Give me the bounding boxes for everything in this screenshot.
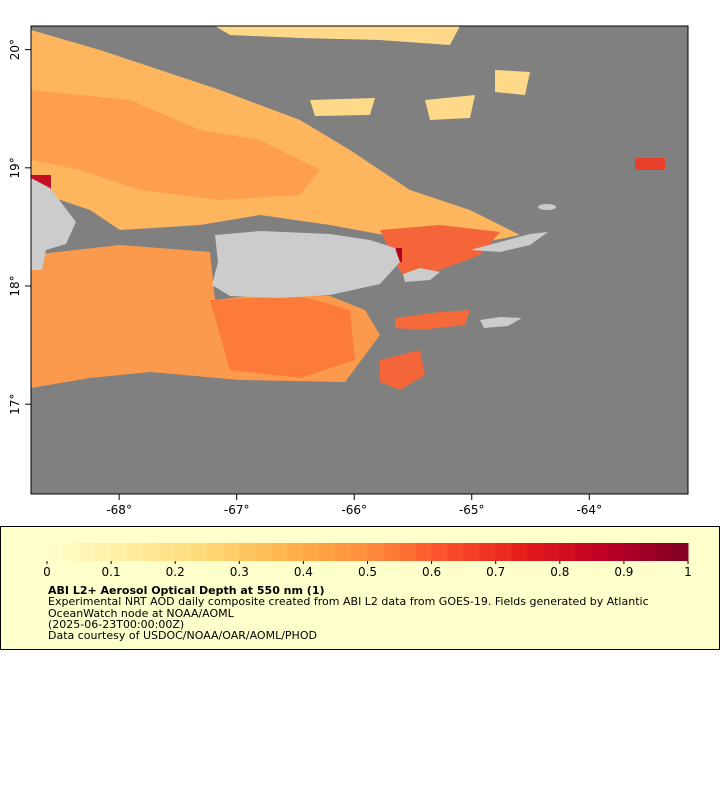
colorbar-swatch bbox=[623, 543, 641, 561]
aerosol-patch bbox=[396, 248, 402, 262]
colorbar-swatch bbox=[655, 543, 673, 561]
st-croix bbox=[480, 317, 522, 328]
colorbar-swatch bbox=[383, 543, 401, 561]
axes: -68° -67° -66° -65° -64° 20° 19° 18° 17° bbox=[8, 39, 602, 517]
colorbar-swatch bbox=[495, 543, 513, 561]
aerosol-patch bbox=[210, 296, 355, 378]
colorbar-tick-label: 0.5 bbox=[358, 565, 377, 579]
colorbar-tick-label: 1 bbox=[684, 565, 692, 579]
colorbar-tick-label: 0.7 bbox=[486, 565, 505, 579]
colorbar-tick-label: 0.9 bbox=[614, 565, 633, 579]
colorbar-swatch bbox=[287, 543, 304, 561]
colorbar-swatch bbox=[207, 543, 224, 561]
colorbar: 0 0.1 0.2 0.3 0.4 0.5 0.6 0.7 0.8 0.9 1 bbox=[43, 543, 692, 579]
colorbar-swatch bbox=[575, 543, 593, 561]
colorbar-swatch bbox=[559, 543, 577, 561]
colorbar-swatch bbox=[127, 543, 144, 561]
island bbox=[403, 268, 440, 282]
aerosol-patch bbox=[380, 350, 425, 390]
colorbar-swatch bbox=[319, 543, 336, 561]
colorbar-swatch bbox=[415, 543, 433, 561]
colorbar-swatch bbox=[47, 543, 64, 561]
aerosol-patch bbox=[495, 70, 530, 95]
colorbar-swatch bbox=[239, 543, 256, 561]
colorbar-swatch bbox=[223, 543, 240, 561]
colorbar-swatch bbox=[79, 543, 96, 561]
colorbar-tick-label: 0.8 bbox=[550, 565, 569, 579]
aerosol-patch bbox=[380, 225, 500, 278]
colorbar-swatch bbox=[527, 543, 545, 561]
aerosol-patch bbox=[635, 158, 665, 170]
aerosol-patch bbox=[425, 95, 475, 120]
puerto-rico bbox=[212, 231, 400, 298]
colorbar-swatch bbox=[159, 543, 176, 561]
y-tick-label: 19° bbox=[8, 157, 22, 178]
x-tick-label: -65° bbox=[459, 503, 485, 517]
land bbox=[31, 178, 556, 328]
colorbar-swatch bbox=[63, 543, 80, 561]
colorbar-swatch bbox=[511, 543, 529, 561]
colorbar-swatch bbox=[671, 543, 689, 561]
colorbar-swatch bbox=[543, 543, 561, 561]
colorbar-swatch bbox=[255, 543, 272, 561]
x-tick-label: -68° bbox=[106, 503, 132, 517]
colorbar-tick-label: 0.2 bbox=[166, 565, 185, 579]
aerosol-patch bbox=[310, 98, 375, 116]
colorbar-swatch bbox=[399, 543, 417, 561]
colorbar-swatch bbox=[591, 543, 609, 561]
map-frame bbox=[30, 25, 689, 495]
colorbar-swatch bbox=[479, 543, 497, 561]
colorbar-swatch bbox=[95, 543, 112, 561]
legend-line: (2025-06-23T00:00:00Z) bbox=[48, 618, 184, 631]
x-tick-label: -66° bbox=[341, 503, 367, 517]
aerosol-patch bbox=[31, 90, 320, 200]
colorbar-tick-label: 0.6 bbox=[422, 565, 441, 579]
aerosol-patch bbox=[215, 26, 460, 45]
y-tick-label: 17° bbox=[8, 394, 22, 415]
colorbar-tick-label: 0.1 bbox=[102, 565, 121, 579]
colorbar-swatch bbox=[367, 543, 385, 561]
colorbar-swatch bbox=[447, 543, 465, 561]
colorbar-tick-label: 0.4 bbox=[294, 565, 313, 579]
y-tick-label: 20° bbox=[8, 39, 22, 60]
y-tick-label: 18° bbox=[8, 275, 22, 296]
colorbar-swatch bbox=[431, 543, 449, 561]
colorbar-swatch bbox=[111, 543, 128, 561]
virgin-islands bbox=[470, 232, 548, 252]
colorbar-swatch bbox=[175, 543, 192, 561]
colorbar-swatch bbox=[191, 543, 208, 561]
legend: 0 0.1 0.2 0.3 0.4 0.5 0.6 0.7 0.8 0.9 1 ABI L2+ Ae… bbox=[0, 526, 720, 650]
colorbar-swatch bbox=[335, 543, 352, 561]
colorbar-tick-label: 0.3 bbox=[230, 565, 249, 579]
colorbar-swatch bbox=[607, 543, 625, 561]
x-tick-label: -67° bbox=[224, 503, 250, 517]
legend-line: OceanWatch node at NOAA/AOML bbox=[48, 607, 235, 620]
colorbar-swatch bbox=[303, 543, 320, 561]
legend-line: Data courtesy of USDOC/NOAA/OAR/AOML/PHO… bbox=[48, 629, 317, 642]
colorbar-swatch bbox=[351, 543, 368, 561]
legend-title: ABI L2+ Aerosol Optical Depth at 550 nm … bbox=[48, 584, 325, 597]
map: -68° -67° -66° -65° -64° 20° 19° 18° 17° bbox=[8, 25, 689, 517]
x-tick-label: -64° bbox=[576, 503, 602, 517]
colorbar-swatch bbox=[143, 543, 160, 561]
colorbar-swatch bbox=[463, 543, 481, 561]
hispaniola bbox=[31, 178, 76, 270]
legend-line: Experimental NRT AOD daily composite cre… bbox=[48, 595, 649, 608]
aerosol-patch bbox=[395, 310, 470, 330]
aerosol-field bbox=[31, 26, 665, 390]
colorbar-swatch bbox=[639, 543, 657, 561]
island bbox=[538, 204, 556, 210]
colorbar-tick-label: 0 bbox=[43, 565, 51, 579]
colorbar-swatch bbox=[271, 543, 288, 561]
